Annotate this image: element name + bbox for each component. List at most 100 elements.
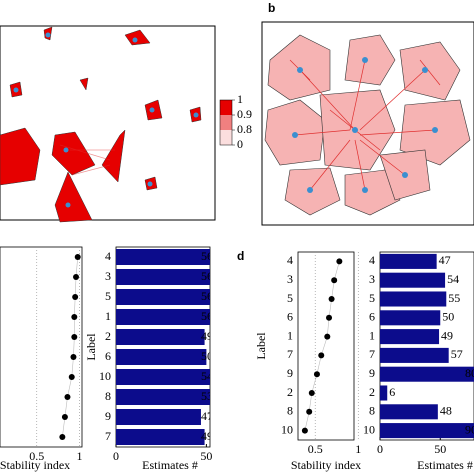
y-tick-label: 8 [369, 404, 375, 418]
y-tick-label: 2 [287, 385, 293, 399]
value-label: 90 [465, 422, 474, 436]
y-tick-label: 2 [105, 329, 111, 343]
dot [336, 258, 343, 265]
value-label: 6 [389, 385, 395, 399]
plot-frame [0, 246, 83, 448]
colorbar [219, 99, 233, 146]
value-label: 49 [201, 429, 213, 443]
dot [59, 434, 66, 440]
y-axis-title: Label [254, 332, 268, 360]
y-tick-label: 5 [369, 291, 375, 305]
plot-frame [379, 251, 474, 441]
dot [61, 414, 68, 420]
bar [380, 423, 474, 439]
dot [318, 352, 325, 359]
x-tick-label: 0 [377, 442, 383, 456]
y-tick-label: 7 [287, 347, 293, 361]
y-tick-label: 10 [99, 369, 111, 383]
value-label: 47 [439, 253, 451, 267]
value-label: 48 [440, 404, 452, 418]
y-tick-label: 10 [281, 422, 293, 436]
plot-frame [297, 251, 355, 441]
value-label: 56 [201, 269, 213, 283]
y-tick-label: 6 [287, 310, 293, 324]
value-label: 80 [465, 366, 474, 380]
y-tick-label: 3 [105, 269, 111, 283]
y-tick-label: 1 [369, 328, 375, 342]
x-axis-title: Estimates # [417, 458, 473, 472]
dot [72, 294, 79, 300]
bar [380, 310, 441, 326]
value-label: 54 [201, 369, 213, 383]
bar [380, 272, 446, 288]
y-tick-label: 8 [105, 389, 111, 403]
x-tick-label: 0.5 [29, 449, 44, 463]
value-label: 55 [448, 291, 460, 305]
bar [116, 289, 210, 305]
panel-label: b [268, 1, 275, 15]
bar [116, 369, 210, 385]
cluster [51, 131, 96, 176]
trend-line [62, 256, 79, 438]
dot [326, 314, 333, 321]
value-label: 49 [441, 328, 453, 342]
x-tick-label: 1 [76, 449, 82, 463]
bar [380, 329, 440, 345]
y-tick-label: 6 [369, 310, 375, 324]
plot-frame [115, 246, 211, 448]
y-tick-label: 4 [287, 253, 293, 267]
y-tick-label: 1 [287, 328, 293, 342]
value-label: 50 [201, 349, 213, 363]
x-axis-title: Estimates # [142, 458, 198, 472]
y-tick-label: 3 [287, 272, 293, 286]
bar [380, 385, 388, 401]
x-tick-label: 50 [434, 442, 446, 456]
colorbar-frame [219, 99, 233, 146]
y-tick-label: 6 [105, 349, 111, 363]
dot [64, 394, 71, 400]
bar [380, 291, 447, 307]
y-tick-label: 4 [105, 249, 111, 263]
x-tick-label: 1 [355, 442, 361, 456]
value-label: 56 [201, 249, 213, 263]
bar [116, 249, 210, 265]
value-label: 50 [442, 310, 454, 324]
y-tick-label: 2 [369, 385, 375, 399]
y-tick-label: 9 [369, 366, 375, 380]
y-tick-label: 1 [105, 309, 111, 323]
bar [380, 347, 449, 363]
x-tick-label: 0 [113, 449, 119, 463]
y-axis-title: Label [84, 333, 98, 361]
value-label: 53 [201, 389, 213, 403]
cluster [54, 171, 93, 223]
x-tick-label: 50 [200, 449, 212, 463]
dot [331, 277, 338, 284]
y-tick-label: 7 [369, 347, 375, 361]
cluster [0, 127, 41, 186]
y-tick-label: 4 [369, 253, 375, 267]
value-label: 56 [201, 289, 213, 303]
y-tick-label: 7 [105, 429, 111, 443]
bar [116, 309, 210, 325]
x-axis-title: Stability index [0, 458, 70, 472]
y-tick-label: 5 [287, 291, 293, 305]
colorbar-tick-label: 1 [237, 92, 243, 106]
cluster [79, 77, 89, 91]
colorbar-band [220, 130, 232, 145]
colorbar-band [220, 115, 232, 130]
dot [68, 374, 75, 380]
bar [116, 329, 205, 345]
dot [71, 334, 78, 340]
frame [0, 25, 216, 221]
network-a [0, 25, 216, 223]
value-label: 56 [201, 309, 213, 323]
trend-line [304, 261, 340, 431]
x-axis-title: Stability index [291, 458, 361, 472]
dot [308, 390, 315, 396]
dot [306, 408, 313, 415]
dot [70, 354, 77, 360]
value-label: 49 [201, 329, 213, 343]
bar [116, 429, 205, 445]
